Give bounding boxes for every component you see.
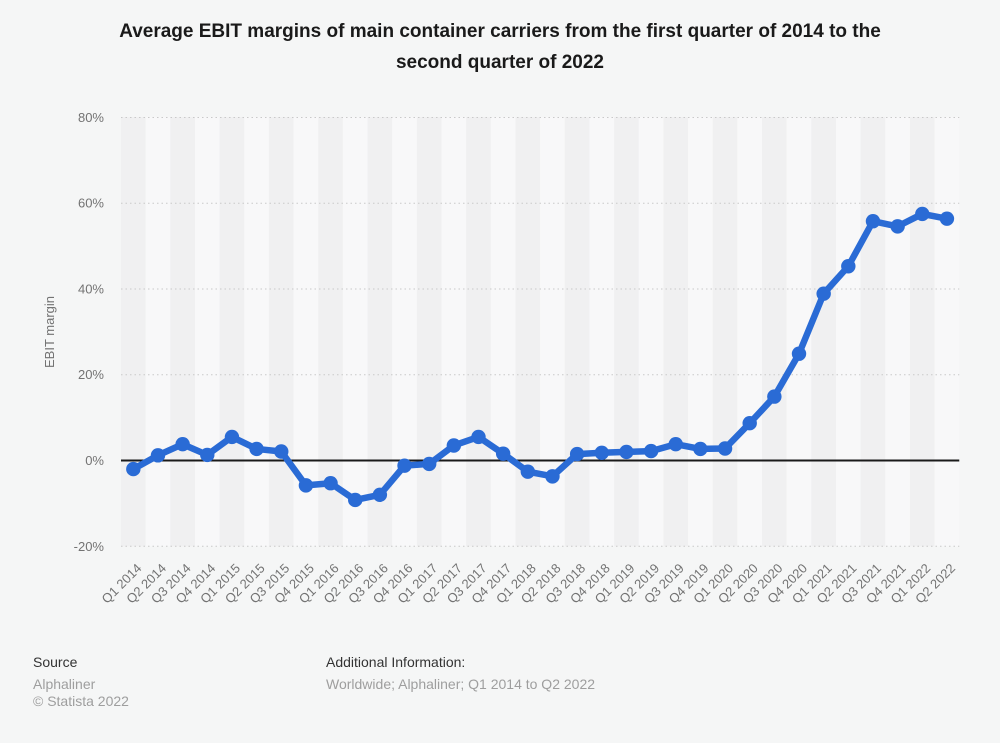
plot-band xyxy=(490,117,516,547)
data-point[interactable] xyxy=(421,456,437,472)
additional-information-label: Additional Information: xyxy=(326,654,466,670)
data-point[interactable] xyxy=(495,446,511,461)
data-point[interactable] xyxy=(643,443,659,459)
y-tick-label: 80% xyxy=(78,110,104,125)
data-point[interactable] xyxy=(594,445,609,460)
data-point[interactable] xyxy=(175,437,190,452)
plot-band xyxy=(663,117,689,547)
data-point[interactable] xyxy=(939,211,955,226)
plot-band xyxy=(441,117,467,547)
y-tick-label: 60% xyxy=(78,196,104,211)
plot-band xyxy=(268,117,294,547)
data-point[interactable] xyxy=(890,219,905,234)
plot-band xyxy=(466,117,491,547)
additional-information-value: Worldwide; Alphaliner; Q1 2014 to Q2 202… xyxy=(326,676,596,692)
plot-band xyxy=(589,117,615,547)
plot-band xyxy=(860,117,886,547)
data-point[interactable] xyxy=(397,458,412,473)
y-tick-label: 40% xyxy=(78,281,104,296)
plot-band xyxy=(614,117,639,547)
plot-band xyxy=(934,117,960,547)
source-label: Source xyxy=(33,654,78,670)
data-point[interactable] xyxy=(915,206,930,222)
data-point[interactable] xyxy=(816,286,831,301)
y-tick-label: 20% xyxy=(78,367,104,382)
source-value: Alphaliner xyxy=(33,676,96,692)
data-point[interactable] xyxy=(717,441,733,456)
data-points xyxy=(126,206,955,508)
y-tick-label: -20% xyxy=(74,539,105,554)
plot-band xyxy=(219,117,245,547)
data-point[interactable] xyxy=(224,429,240,445)
plot-band xyxy=(318,117,343,547)
data-point[interactable] xyxy=(298,478,314,493)
data-point[interactable] xyxy=(126,461,141,477)
plot-band xyxy=(342,117,368,547)
chart-title: Average EBIT margins of main container c… xyxy=(119,21,881,73)
data-point[interactable] xyxy=(274,444,289,459)
plot-bands xyxy=(121,117,960,547)
data-point[interactable] xyxy=(372,487,388,502)
data-point[interactable] xyxy=(742,415,757,431)
data-point[interactable] xyxy=(150,448,166,463)
ebit-margin-series-line xyxy=(130,210,951,504)
plot-band xyxy=(564,117,590,547)
data-point[interactable] xyxy=(471,429,486,445)
data-point[interactable] xyxy=(619,444,634,460)
plot-band xyxy=(762,117,787,547)
plot-band xyxy=(909,117,935,547)
data-point[interactable] xyxy=(200,447,215,463)
plot-band xyxy=(515,117,541,547)
data-point[interactable] xyxy=(249,441,264,457)
plot-band xyxy=(416,117,442,547)
data-point[interactable] xyxy=(520,464,536,479)
data-point[interactable] xyxy=(693,441,708,457)
plot-band xyxy=(712,117,738,547)
data-point[interactable] xyxy=(668,437,683,452)
plot-band xyxy=(737,117,763,547)
data-point[interactable] xyxy=(446,438,462,453)
y-axis-title: EBIT margin xyxy=(42,296,57,368)
data-point[interactable] xyxy=(545,469,560,484)
data-point[interactable] xyxy=(569,446,585,462)
data-point[interactable] xyxy=(841,259,856,274)
plot-band xyxy=(244,117,269,547)
data-point[interactable] xyxy=(323,476,338,491)
data-point[interactable] xyxy=(348,492,363,508)
plot-band xyxy=(145,117,171,547)
plot-band xyxy=(811,117,836,547)
plot-band xyxy=(121,117,146,547)
plot-band xyxy=(638,117,664,547)
copyright-notice: © Statista 2022 xyxy=(33,693,129,709)
y-axis-labels: 80% 60% 40% 20% 0% -20% xyxy=(74,110,105,554)
plot-band xyxy=(170,117,195,547)
plot-band xyxy=(392,117,417,547)
data-point[interactable] xyxy=(767,389,782,404)
y-tick-label: 0% xyxy=(85,453,104,468)
plot-band xyxy=(194,117,220,547)
data-point[interactable] xyxy=(865,214,881,229)
plot-band xyxy=(367,117,393,547)
data-point[interactable] xyxy=(791,346,807,361)
plot-band xyxy=(885,117,910,547)
plot-band xyxy=(836,117,861,547)
plot-band xyxy=(688,117,713,547)
